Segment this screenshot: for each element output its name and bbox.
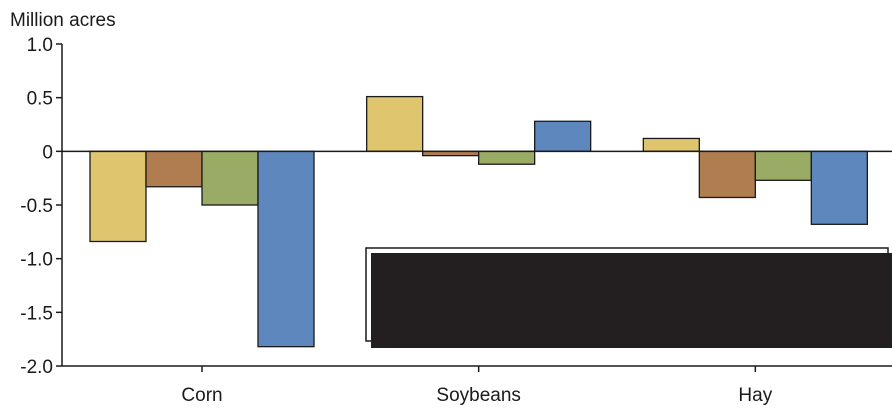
bar-corn-series-1 [89, 150, 147, 243]
bar-corn-series-4 [257, 150, 315, 348]
bar-corn-series-2 [145, 150, 203, 188]
y-axis: 1.0 0.5 0 -0.5 -1.0 -1.5 -2.0 [20, 35, 63, 378]
bar-hay-series-3 [754, 150, 812, 181]
x-tick-label: Soybeans [436, 385, 521, 406]
y-tick-label: -1.5 [20, 303, 53, 324]
bar-soybeans-series-1 [366, 95, 424, 152]
bar-hay-series-1 [642, 137, 700, 152]
y-tick-label: 1.0 [27, 35, 53, 56]
y-tick-label: -2.0 [20, 357, 53, 378]
bar-soybeans-series-3 [478, 150, 536, 165]
bar-hay-series-2 [698, 150, 756, 199]
y-tick-label: -1.0 [20, 250, 53, 271]
y-axis-title: Million acres [10, 10, 116, 31]
bar-hay-series-4 [810, 150, 868, 225]
y-tick-label: 0.5 [27, 89, 53, 110]
x-axis: Corn Soybeans Hay [62, 365, 892, 406]
x-tick-label: Hay [738, 385, 772, 406]
y-tick-label: -0.5 [20, 196, 53, 217]
x-tick-label: Corn [181, 385, 222, 406]
y-tick-label: 0 [42, 142, 53, 163]
legend-redaction-box [365, 247, 892, 348]
bar-soybeans-series-4 [534, 120, 592, 152]
bars-group [89, 95, 868, 348]
bar-corn-series-3 [201, 150, 259, 206]
